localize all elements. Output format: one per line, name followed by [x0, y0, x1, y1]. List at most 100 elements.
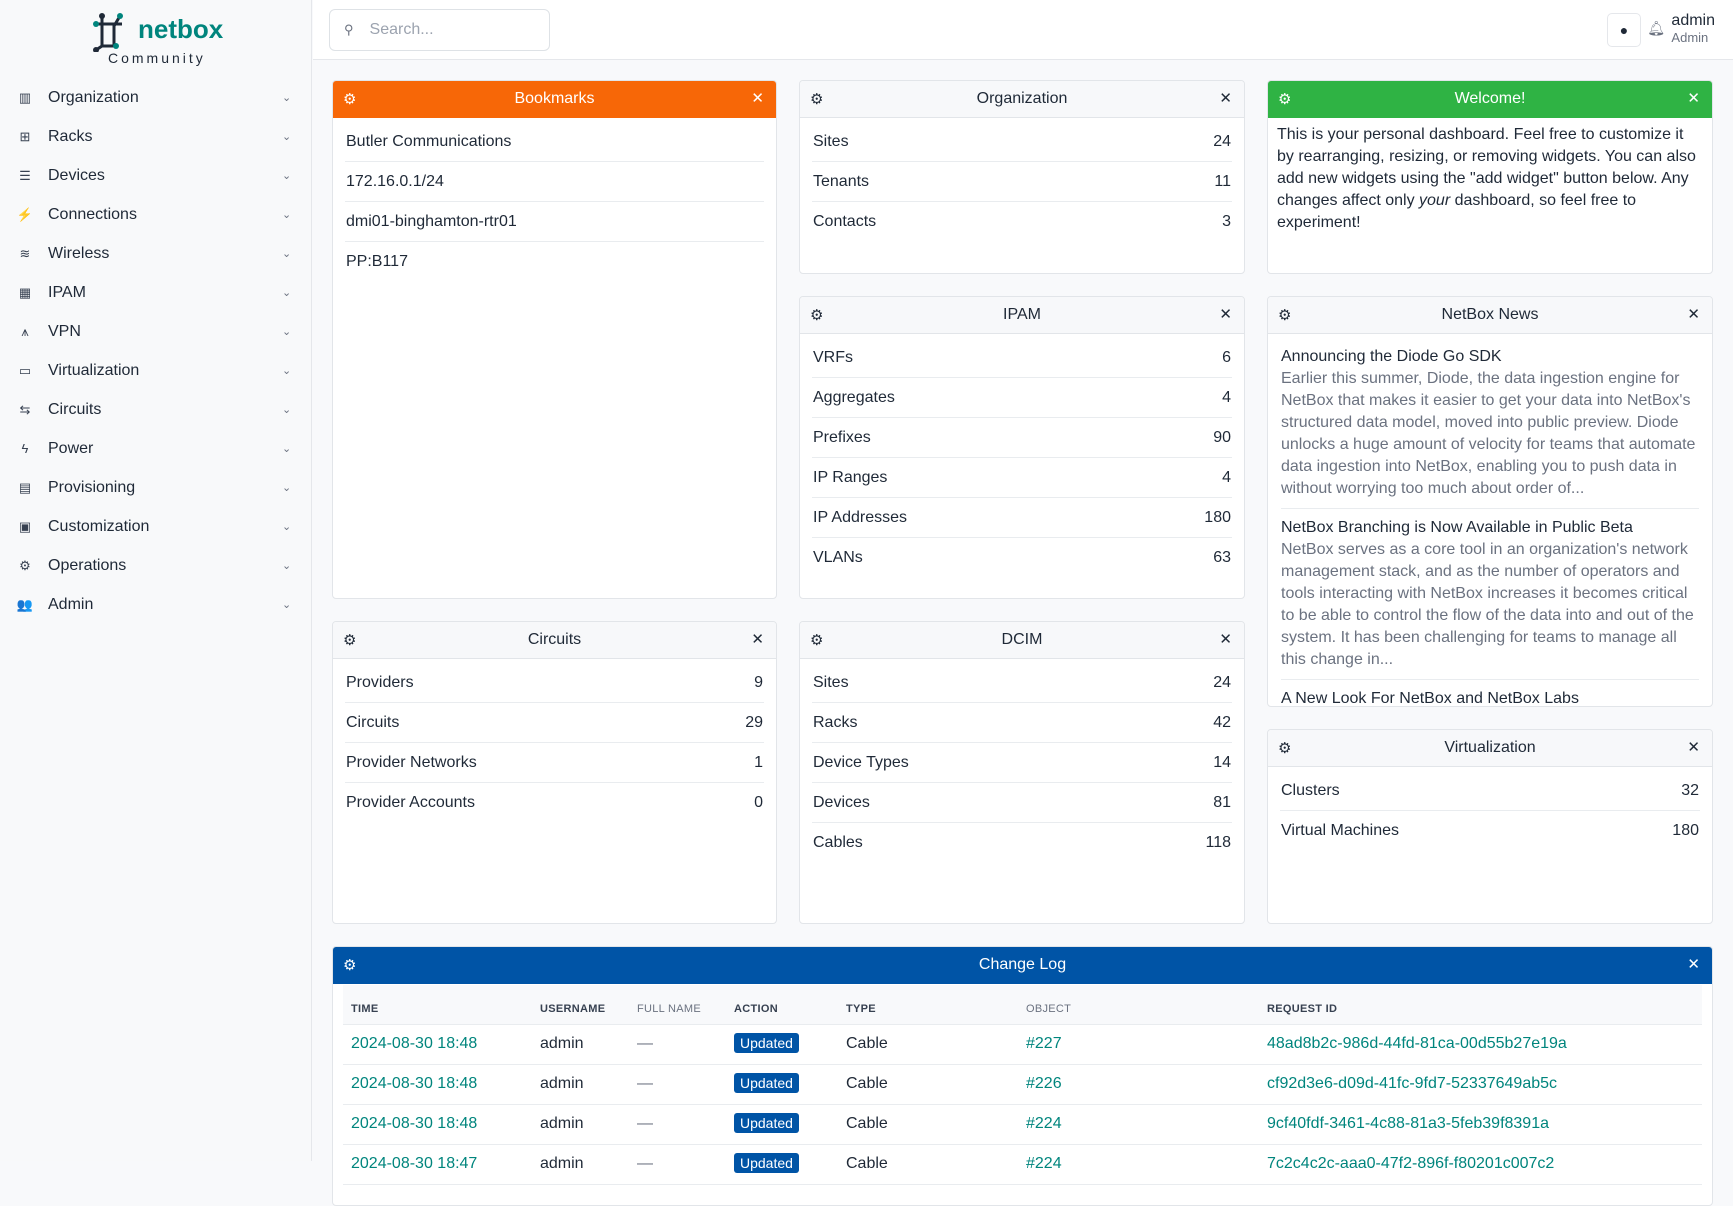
gear-icon[interactable]: ⚙	[1278, 91, 1292, 108]
user-menu[interactable]: admin Admin	[1671, 12, 1715, 45]
column-header-request-id[interactable]: REQUEST ID	[1267, 1003, 1338, 1015]
sidebar-item-admin[interactable]: 👥 Admin ⌄	[0, 585, 312, 624]
stat-row[interactable]: Tenants 11	[812, 162, 1232, 202]
cell-request-id[interactable]: 9cf40fdf-3461-4c88-81a3-5feb39f8391a	[1267, 1115, 1549, 1132]
chevron-down-icon[interactable]: ⌄	[282, 209, 292, 221]
cell-time[interactable]: 2024-08-30 18:48	[351, 1075, 478, 1092]
theme-toggle-button[interactable]: ●	[1607, 13, 1641, 47]
stat-label[interactable]: Circuits	[346, 713, 400, 731]
cell-time[interactable]: 2024-08-30 18:48	[351, 1115, 478, 1132]
gear-icon[interactable]: ⚙	[1278, 307, 1292, 324]
gear-icon[interactable]: ⚙	[810, 632, 824, 649]
stat-row[interactable]: Prefixes 90	[812, 418, 1232, 458]
stat-label[interactable]: IP Ranges	[813, 468, 888, 486]
stat-row[interactable]: Sites 24	[812, 122, 1232, 162]
sidebar-item-devices[interactable]: ☰ Devices ⌄	[0, 156, 312, 195]
close-icon[interactable]: ✕	[1687, 739, 1700, 756]
stat-row[interactable]: Device Types 14	[812, 743, 1232, 783]
close-icon[interactable]: ✕	[1219, 631, 1232, 648]
stat-label[interactable]: Sites	[813, 132, 849, 150]
stat-row[interactable]: Sites 24	[812, 663, 1232, 703]
stat-label[interactable]: VRFs	[813, 348, 853, 366]
close-icon[interactable]: ✕	[1687, 90, 1700, 107]
stat-row[interactable]: Cables 118	[812, 823, 1232, 863]
stat-row[interactable]: VRFs 6	[812, 338, 1232, 378]
sidebar-item-vpn[interactable]: ⩚ VPN ⌄	[0, 312, 312, 351]
stat-row[interactable]: Provider Networks 1	[345, 743, 764, 783]
chevron-down-icon[interactable]: ⌄	[282, 326, 292, 338]
close-icon[interactable]: ✕	[751, 90, 764, 107]
stat-label[interactable]: Tenants	[813, 172, 870, 190]
stat-row[interactable]: Virtual Machines 180	[1280, 811, 1700, 851]
gear-icon[interactable]: ⚙	[343, 957, 357, 974]
chevron-down-icon[interactable]: ⌄	[282, 404, 292, 416]
sidebar-item-circuits[interactable]: ⇆ Circuits ⌄	[0, 390, 312, 429]
stat-label[interactable]: Virtual Machines	[1281, 822, 1399, 839]
close-icon[interactable]: ✕	[751, 631, 764, 648]
stat-label[interactable]: Cables	[813, 834, 863, 851]
stat-row[interactable]: Providers 9	[345, 663, 764, 703]
cell-object[interactable]: #227	[1026, 1035, 1062, 1052]
close-icon[interactable]: ✕	[1219, 90, 1232, 107]
stat-label[interactable]: Device Types	[813, 753, 909, 771]
chevron-down-icon[interactable]: ⌄	[282, 365, 292, 377]
chevron-down-icon[interactable]: ⌄	[282, 92, 292, 104]
stat-label[interactable]: Sites	[813, 673, 849, 691]
bookmark-link[interactable]: PP:B117	[346, 253, 408, 270]
gear-icon[interactable]: ⚙	[343, 632, 357, 649]
chevron-down-icon[interactable]: ⌄	[282, 560, 292, 572]
search-input[interactable]	[369, 21, 520, 39]
stat-label[interactable]: Provider Networks	[346, 753, 477, 771]
stat-label[interactable]: IP Addresses	[813, 508, 907, 526]
chevron-down-icon[interactable]: ⌄	[282, 170, 292, 182]
stat-row[interactable]: VLANs 63	[812, 538, 1232, 578]
chevron-down-icon[interactable]: ⌄	[282, 131, 292, 143]
stat-row[interactable]: Clusters 32	[1280, 771, 1700, 811]
stat-row[interactable]: IP Ranges 4	[812, 458, 1232, 498]
cell-object[interactable]: #224	[1026, 1115, 1062, 1132]
cell-request-id[interactable]: 7c2c4c2c-aaa0-47f2-896f-f80201c007c2	[1267, 1155, 1555, 1172]
stat-label[interactable]: Provider Accounts	[346, 794, 475, 811]
bookmark-item[interactable]: PP:B117	[345, 242, 764, 282]
cell-object[interactable]: #224	[1026, 1155, 1062, 1172]
bookmark-item[interactable]: 172.16.0.1/24	[345, 162, 764, 202]
sidebar-item-customization[interactable]: ▣ Customization ⌄	[0, 507, 312, 546]
chevron-down-icon[interactable]: ⌄	[282, 599, 292, 611]
chevron-down-icon[interactable]: ⌄	[282, 482, 292, 494]
stat-label[interactable]: Racks	[813, 713, 858, 731]
cell-object[interactable]: #226	[1026, 1075, 1062, 1092]
close-icon[interactable]: ✕	[1687, 306, 1700, 323]
stat-label[interactable]: VLANs	[813, 549, 863, 566]
news-title[interactable]: Announcing the Diode Go SDK	[1281, 348, 1502, 365]
column-header-action[interactable]: ACTION	[734, 1003, 778, 1015]
stat-row[interactable]: Aggregates 4	[812, 378, 1232, 418]
gear-icon[interactable]: ⚙	[343, 91, 357, 108]
stat-label[interactable]: Prefixes	[813, 428, 871, 446]
sidebar-item-ipam[interactable]: ▦ IPAM ⌄	[0, 273, 312, 312]
search-box[interactable]: ⚲	[329, 9, 550, 51]
news-title[interactable]: A New Look For NetBox and NetBox Labs	[1281, 690, 1579, 704]
sidebar-item-virtualization[interactable]: ▭ Virtualization ⌄	[0, 351, 312, 390]
column-header-username[interactable]: USERNAME	[540, 1003, 606, 1015]
stat-label[interactable]: Contacts	[813, 213, 877, 230]
chevron-down-icon[interactable]: ⌄	[282, 521, 292, 533]
sidebar-item-operations[interactable]: ⚙ Operations ⌄	[0, 546, 312, 585]
stat-label[interactable]: Aggregates	[813, 388, 895, 406]
close-icon[interactable]: ✕	[1687, 956, 1700, 973]
close-icon[interactable]: ✕	[1219, 306, 1232, 323]
bookmark-item[interactable]: Butler Communications	[345, 122, 764, 162]
bell-icon[interactable]: 🔔︎	[1647, 20, 1665, 36]
column-header-type[interactable]: TYPE	[846, 1003, 876, 1015]
netbox-logo[interactable]: netbox Community	[92, 12, 232, 70]
stat-label[interactable]: Devices	[813, 793, 870, 811]
chevron-down-icon[interactable]: ⌄	[282, 287, 292, 299]
sidebar-item-wireless[interactable]: ≋ Wireless ⌄	[0, 234, 312, 273]
gear-icon[interactable]: ⚙	[1278, 740, 1292, 757]
sidebar-item-organization[interactable]: ▥ Organization ⌄	[0, 78, 312, 117]
sidebar-item-connections[interactable]: ⚡ Connections ⌄	[0, 195, 312, 234]
news-title[interactable]: NetBox Branching is Now Available in Pub…	[1281, 519, 1633, 536]
stat-row[interactable]: Racks 42	[812, 703, 1232, 743]
stat-row[interactable]: Provider Accounts 0	[345, 783, 764, 823]
sidebar-item-provisioning[interactable]: ▤ Provisioning ⌄	[0, 468, 312, 507]
chevron-down-icon[interactable]: ⌄	[282, 443, 292, 455]
